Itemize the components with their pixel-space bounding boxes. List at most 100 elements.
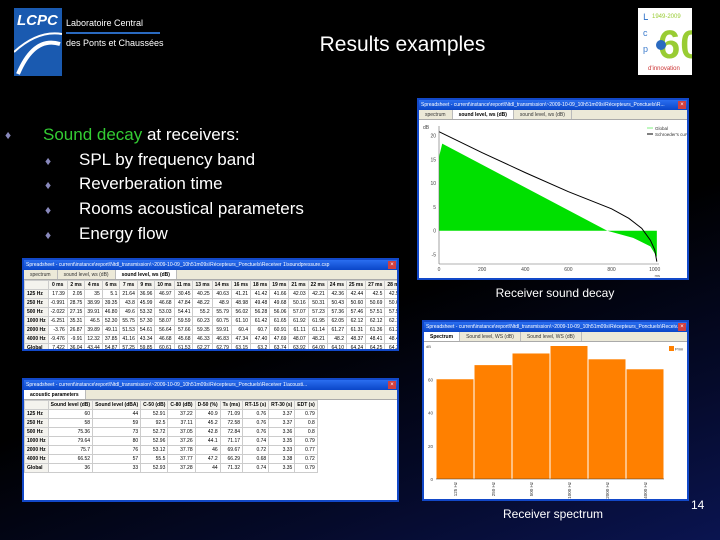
table-cell[interactable]: 60 xyxy=(47,409,94,419)
table-cell[interactable]: 2.05 xyxy=(66,289,86,299)
table-cell[interactable]: 59.59 xyxy=(173,316,194,326)
table-cell[interactable]: 44.1 xyxy=(194,436,221,446)
table-cell[interactable]: 59 xyxy=(92,418,142,428)
table-cell[interactable]: 66.29 xyxy=(219,454,244,464)
table-cell[interactable]: 60.75 xyxy=(211,316,232,326)
table-cell[interactable]: 50.61 xyxy=(384,298,397,308)
column-header[interactable]: Ts (ms) xyxy=(219,400,244,410)
table-cell[interactable]: 62.05 xyxy=(326,316,347,326)
window-title-bar[interactable]: Spreadsheet - current\instance\report\Nt… xyxy=(24,380,397,390)
table-cell[interactable]: 30.45 xyxy=(173,289,194,299)
table-cell[interactable]: 61.36 xyxy=(365,325,386,335)
table-cell[interactable]: 0.79 xyxy=(294,463,318,473)
table-cell[interactable]: 42.5 xyxy=(365,289,386,299)
table-cell[interactable]: 63.92 xyxy=(288,343,309,349)
column-header[interactable]: 2 ms xyxy=(66,280,86,290)
table-cell[interactable]: 3.33 xyxy=(268,445,296,455)
column-header[interactable]: 21 ms xyxy=(288,280,309,290)
table-cell[interactable]: -9.91 xyxy=(66,334,86,344)
table-cell[interactable]: 54.41 xyxy=(173,307,194,317)
table-cell[interactable]: 56.64 xyxy=(154,325,175,335)
column-header[interactable]: 13 ms xyxy=(192,280,213,290)
table-cell[interactable]: 28.75 xyxy=(66,298,86,308)
table-cell[interactable]: 72.58 xyxy=(219,418,244,428)
table-cell[interactable]: 3.36 xyxy=(268,427,296,437)
table-cell[interactable]: 75.7 xyxy=(47,445,94,455)
table-cell[interactable]: 62.17 xyxy=(384,316,397,326)
table-cell[interactable]: 75.36 xyxy=(47,427,94,437)
table-cell[interactable]: 61.10 xyxy=(230,316,252,326)
table-cell[interactable]: 60.23 xyxy=(192,316,213,326)
table-cell[interactable]: 39.91 xyxy=(84,307,103,317)
table-cell[interactable]: -2.022 xyxy=(47,307,68,317)
table-cell[interactable]: 47.40 xyxy=(250,334,271,344)
column-header[interactable]: 10 ms xyxy=(154,280,175,290)
table-cell[interactable]: 71.32 xyxy=(219,463,244,473)
table-cell[interactable]: 63.15 xyxy=(230,343,252,349)
table-cell[interactable]: 0.74 xyxy=(242,463,270,473)
table-cell[interactable]: 61.65 xyxy=(269,316,290,326)
table-cell[interactable]: 62.79 xyxy=(211,343,232,349)
table-cell[interactable]: 0.72 xyxy=(242,445,270,455)
table-cell[interactable]: 44 xyxy=(194,463,221,473)
table-cell[interactable]: 50.69 xyxy=(365,298,386,308)
table-cell[interactable]: 3.35 xyxy=(268,463,296,473)
table-cell[interactable]: 61.27 xyxy=(326,325,347,335)
table-cell[interactable]: 49.68 xyxy=(269,298,290,308)
table-cell[interactable]: 42.03 xyxy=(288,289,309,299)
table-cell[interactable]: 69.67 xyxy=(219,445,244,455)
table-cell[interactable]: 27.15 xyxy=(66,307,86,317)
column-header[interactable]: 18 ms xyxy=(250,280,271,290)
close-icon[interactable]: × xyxy=(388,261,396,269)
table-cell[interactable]: 55.79 xyxy=(211,307,232,317)
tab-sound-level-2[interactable]: sound level, ws (dB) xyxy=(115,270,177,279)
table-cell[interactable]: 57.23 xyxy=(307,307,328,317)
column-header[interactable]: 6 ms xyxy=(101,280,121,290)
table-cell[interactable]: 45.68 xyxy=(173,334,194,344)
window-title-bar[interactable]: Spreadsheet - current\instance\report\Nt… xyxy=(419,100,687,110)
tab-spectrum[interactable]: spectrum xyxy=(24,270,58,279)
table-cell[interactable]: 72.84 xyxy=(219,427,244,437)
table-cell[interactable]: 50.31 xyxy=(307,298,328,308)
table-cell[interactable]: 48.9 xyxy=(211,298,232,308)
table-cell[interactable]: 46 xyxy=(194,445,221,455)
table-cell[interactable]: 37.85 xyxy=(101,334,121,344)
table-cell[interactable]: 37.05 xyxy=(167,427,196,437)
table-cell[interactable]: 0.77 xyxy=(294,445,318,455)
column-header[interactable]: 27 ms xyxy=(365,280,386,290)
table-cell[interactable]: 59.35 xyxy=(192,325,213,335)
tab-sound-level[interactable]: Sound level, WS (dB) xyxy=(460,332,521,341)
table-cell[interactable]: 46.33 xyxy=(192,334,213,344)
column-header[interactable]: 9 ms xyxy=(136,280,156,290)
table-cell[interactable]: 64.32 xyxy=(384,343,397,349)
table-cell[interactable]: 21.64 xyxy=(119,289,138,299)
table-cell[interactable]: 37.78 xyxy=(167,445,196,455)
table-cell[interactable]: 3.37 xyxy=(268,418,296,428)
column-header[interactable]: 28 ms xyxy=(384,280,397,290)
table-cell[interactable]: 48.2 xyxy=(326,334,347,344)
column-header[interactable]: 24 ms xyxy=(326,280,347,290)
table-cell[interactable]: 79.64 xyxy=(47,436,94,446)
table-cell[interactable]: 40.25 xyxy=(192,289,213,299)
table-cell[interactable]: 62.12 xyxy=(365,316,386,326)
table-cell[interactable]: 55.5 xyxy=(140,454,169,464)
table-cell[interactable]: 45.99 xyxy=(136,298,156,308)
table-cell[interactable]: 43.34 xyxy=(136,334,156,344)
column-header[interactable]: 19 ms xyxy=(269,280,290,290)
table-cell[interactable]: 42.36 xyxy=(326,289,347,299)
table-cell[interactable]: 47.84 xyxy=(173,298,194,308)
table-cell[interactable]: 39.89 xyxy=(84,325,103,335)
table-cell[interactable]: 64.00 xyxy=(307,343,328,349)
table-cell[interactable]: 58 xyxy=(47,418,94,428)
table-cell[interactable]: 52.91 xyxy=(140,409,169,419)
table-cell[interactable]: 61.11 xyxy=(288,325,309,335)
table-cell[interactable]: 71.17 xyxy=(219,436,244,446)
table-cell[interactable]: 66.52 xyxy=(47,454,94,464)
table-cell[interactable]: 3.37 xyxy=(268,409,296,419)
column-header[interactable]: 4 ms xyxy=(84,280,103,290)
table-cell[interactable]: 63.74 xyxy=(269,343,290,349)
close-icon[interactable]: × xyxy=(678,323,686,331)
table-cell[interactable]: 51.53 xyxy=(119,325,138,335)
table-cell[interactable]: 0.76 xyxy=(242,409,270,419)
table-cell[interactable]: 73 xyxy=(92,427,142,437)
